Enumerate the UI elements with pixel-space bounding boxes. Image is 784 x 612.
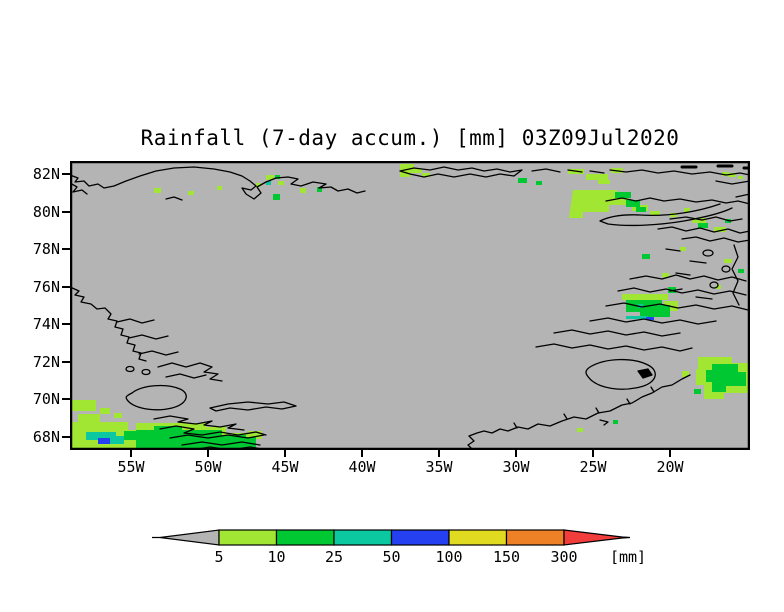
lat-tick-label: 70N bbox=[16, 391, 60, 407]
colorbar-segment bbox=[449, 530, 507, 545]
lat-tick-label: 68N bbox=[16, 429, 60, 445]
lon-tick-label: 30W bbox=[491, 459, 541, 475]
map-svg bbox=[70, 161, 750, 450]
colorbar-tick-label: 25 bbox=[325, 548, 343, 566]
colorbar-segment bbox=[392, 530, 450, 545]
map-area bbox=[70, 161, 750, 450]
colorbar-segment bbox=[507, 530, 565, 545]
colorbar-tick-label: 50 bbox=[382, 548, 400, 566]
colorbar-tick-label: 150 bbox=[493, 548, 520, 566]
colorbar-tick-label: 10 bbox=[267, 548, 285, 566]
page-title: Rainfall (7-day accum.) [mm] 03Z09Jul202… bbox=[70, 126, 750, 152]
colorbar-tick-label: 300 bbox=[550, 548, 577, 566]
colorbar: 5 10 25 50 100 150 300 [mm] bbox=[150, 524, 650, 576]
rainfall-map-figure: Rainfall (7-day accum.) [mm] 03Z09Jul202… bbox=[0, 0, 784, 612]
lon-tick-label: 35W bbox=[414, 459, 464, 475]
colorbar-above-max-arrow bbox=[564, 530, 630, 545]
lon-tick-label: 20W bbox=[645, 459, 695, 475]
lon-tick-label: 40W bbox=[337, 459, 387, 475]
colorbar-tick-label: 5 bbox=[214, 548, 223, 566]
lat-tick-label: 80N bbox=[16, 204, 60, 220]
lon-tick-label: 25W bbox=[568, 459, 618, 475]
colorbar-segment bbox=[219, 530, 277, 545]
lon-tick-label: 50W bbox=[183, 459, 233, 475]
colorbar-units-label: [mm] bbox=[610, 548, 646, 566]
colorbar-svg: 5 10 25 50 100 150 300 [mm] bbox=[150, 524, 650, 576]
colorbar-segment bbox=[334, 530, 392, 545]
lat-tick-label: 78N bbox=[16, 241, 60, 257]
lat-tick-label: 82N bbox=[16, 166, 60, 182]
colorbar-segment bbox=[277, 530, 335, 545]
colorbar-below-min-arrow bbox=[152, 530, 219, 545]
lon-tick-label: 45W bbox=[260, 459, 310, 475]
lat-tick-label: 76N bbox=[16, 279, 60, 295]
lat-tick-label: 72N bbox=[16, 354, 60, 370]
lon-tick-label: 55W bbox=[106, 459, 156, 475]
colorbar-tick-label: 100 bbox=[435, 548, 462, 566]
lat-tick-label: 74N bbox=[16, 316, 60, 332]
